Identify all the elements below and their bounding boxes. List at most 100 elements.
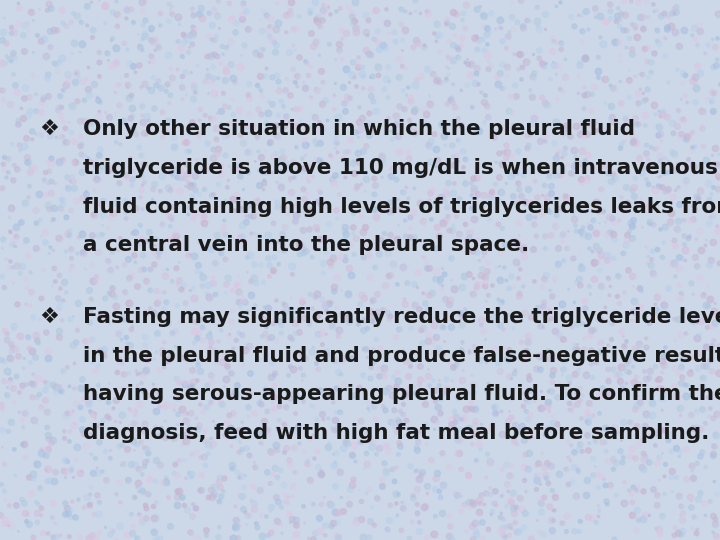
Point <box>573 162 585 171</box>
Point <box>578 104 590 113</box>
Point <box>593 163 604 171</box>
Point <box>582 232 594 240</box>
Point <box>516 338 527 347</box>
Point <box>631 392 643 400</box>
Point <box>76 168 87 177</box>
Point <box>367 295 379 304</box>
Point <box>585 326 597 335</box>
Point <box>22 193 34 201</box>
Point <box>86 335 98 343</box>
Point <box>392 376 404 385</box>
Point <box>551 211 562 219</box>
Point <box>236 1 248 9</box>
Point <box>560 464 572 473</box>
Point <box>386 164 397 173</box>
Point <box>241 121 253 130</box>
Point <box>540 470 552 479</box>
Point <box>187 30 199 39</box>
Point <box>387 382 399 391</box>
Point <box>667 129 679 137</box>
Point <box>286 0 297 6</box>
Point <box>57 156 68 164</box>
Point <box>363 435 374 444</box>
Point <box>426 337 438 346</box>
Point <box>114 328 125 337</box>
Point <box>84 158 96 166</box>
Point <box>99 108 111 117</box>
Point <box>204 244 216 253</box>
Point <box>432 403 444 411</box>
Point <box>493 23 505 32</box>
Point <box>172 279 184 288</box>
Point <box>409 301 420 309</box>
Point <box>114 233 126 242</box>
Point <box>256 511 267 519</box>
Point <box>400 416 412 424</box>
Point <box>476 518 487 526</box>
Point <box>637 25 649 33</box>
Point <box>518 522 529 531</box>
Point <box>578 91 590 99</box>
Point <box>423 364 434 373</box>
Point <box>178 438 189 447</box>
Point <box>620 26 631 35</box>
Point <box>223 329 235 338</box>
Point <box>613 56 625 65</box>
Point <box>395 4 407 13</box>
Point <box>271 202 282 211</box>
Point <box>325 298 336 307</box>
Point <box>9 81 21 90</box>
Point <box>123 273 135 282</box>
Point <box>454 435 465 444</box>
Point <box>145 26 156 35</box>
Point <box>562 438 574 447</box>
Point <box>352 128 364 137</box>
Point <box>583 438 595 447</box>
Point <box>242 147 253 156</box>
Point <box>25 7 37 16</box>
Point <box>322 202 333 211</box>
Point <box>139 419 150 428</box>
Point <box>575 227 587 236</box>
Point <box>588 325 600 334</box>
Point <box>182 48 194 56</box>
Point <box>706 189 717 198</box>
Point <box>284 173 296 182</box>
Point <box>637 89 649 97</box>
Point <box>375 151 387 159</box>
Point <box>516 75 527 83</box>
Point <box>608 534 620 540</box>
Point <box>538 203 549 212</box>
Point <box>440 197 451 205</box>
Text: Fasting may significantly reduce the triglyceride level: Fasting may significantly reduce the tri… <box>83 307 720 327</box>
Point <box>151 329 163 338</box>
Point <box>76 414 87 423</box>
Point <box>579 296 590 305</box>
Point <box>338 507 349 516</box>
Point <box>248 457 260 466</box>
Point <box>475 420 487 428</box>
Point <box>138 160 150 168</box>
Point <box>53 157 65 166</box>
Point <box>595 12 606 21</box>
Point <box>329 144 341 152</box>
Point <box>120 208 131 217</box>
Point <box>300 140 311 149</box>
Point <box>330 55 341 64</box>
Point <box>356 70 368 78</box>
Point <box>184 429 195 438</box>
Point <box>402 148 413 157</box>
Point <box>197 273 209 281</box>
Point <box>307 304 318 313</box>
Point <box>175 285 186 294</box>
Point <box>380 441 392 450</box>
Point <box>567 254 579 262</box>
Point <box>130 130 142 138</box>
Point <box>186 381 197 389</box>
Point <box>649 110 661 118</box>
Point <box>125 4 137 13</box>
Point <box>93 393 104 401</box>
Point <box>511 440 523 449</box>
Point <box>202 441 214 449</box>
Point <box>65 244 76 253</box>
